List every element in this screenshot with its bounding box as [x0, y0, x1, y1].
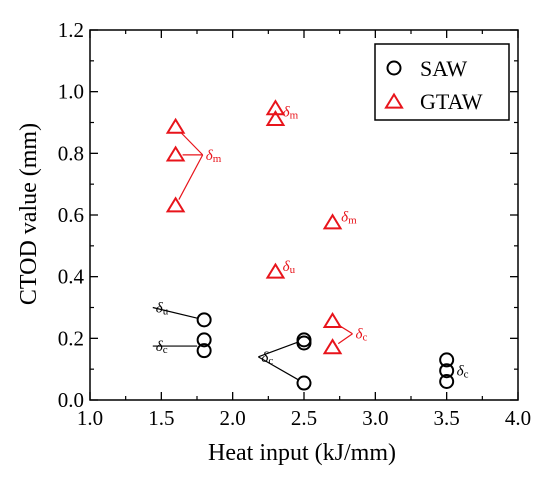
annotations: δm δm δm δu δc δu δc δc δc — [152, 105, 469, 381]
data-point-saw — [296, 332, 312, 348]
annotation-label: δu — [156, 301, 169, 318]
annotation-leader-line — [152, 306, 198, 319]
annotation-leader-line — [337, 333, 353, 345]
legend-marker-gtaw — [384, 92, 404, 109]
annotation-label: δm — [283, 105, 299, 122]
data-point-saw — [439, 352, 455, 368]
axes: 1.0 1.5 2.0 2.5 3.0 3.5 4.0 0.0 0.2 0.4 0.6 0.8 1.0 1… — [58, 18, 531, 430]
x-tick-label: 3.0 — [362, 406, 388, 430]
x-tick-label: 4.0 — [505, 406, 531, 430]
data-point-gtaw — [165, 196, 186, 213]
annotation-leader-line — [178, 154, 204, 200]
annotation-label: δm — [341, 210, 357, 227]
annotation-leader-line — [180, 131, 204, 156]
annotation-label: δu — [283, 259, 296, 276]
data-point-gtaw — [265, 262, 286, 279]
legend-label: SAW — [420, 56, 467, 81]
x-tick-label: 1.5 — [148, 406, 174, 430]
y-tick-label: 1.0 — [58, 80, 84, 104]
data-marks — [165, 99, 455, 391]
y-tick-label: 0.8 — [58, 141, 84, 165]
data-point-gtaw — [322, 311, 343, 328]
data-point-gtaw — [265, 109, 286, 127]
data-point-saw — [296, 375, 312, 391]
y-axis-title: CTOD value (mm) — [16, 123, 42, 305]
y-tick-label: 0.6 — [58, 203, 84, 227]
annotation-leader-line — [258, 341, 298, 358]
legend-marker-saw — [386, 60, 402, 76]
data-point-saw — [196, 312, 212, 328]
data-point-gtaw — [265, 99, 286, 116]
x-tick-label: 2.5 — [291, 406, 317, 430]
data-point-gtaw — [322, 213, 343, 230]
y-tick-label: 0.0 — [58, 388, 84, 412]
x-axis-title: Heat input (kJ/mm) — [208, 440, 396, 466]
x-tick-label: 1.0 — [77, 406, 103, 430]
y-tick-label: 1.2 — [58, 18, 84, 42]
data-point-gtaw — [165, 117, 186, 134]
data-point-saw — [439, 374, 455, 389]
data-point-saw — [196, 332, 212, 348]
annotation-label: δc — [457, 364, 469, 381]
data-point-saw — [439, 363, 455, 379]
annotation-label: δc — [156, 339, 168, 356]
legend-label: GTAW — [420, 89, 483, 114]
x-tick-label: 3.5 — [434, 406, 460, 430]
data-point-saw — [296, 335, 312, 351]
annotation-label: δc — [356, 327, 368, 344]
annotation-label: δc — [261, 350, 273, 367]
data-point-gtaw — [322, 338, 343, 355]
y-tick-label: 0.2 — [58, 326, 84, 350]
legend: SAW GTAW — [374, 43, 510, 121]
annotation-label: δm — [206, 148, 222, 165]
data-point-gtaw — [165, 145, 186, 162]
y-tick-label: 0.4 — [58, 265, 85, 289]
data-point-saw — [196, 343, 212, 359]
annotation-leader-line — [258, 356, 299, 381]
x-tick-label: 2.0 — [220, 406, 246, 430]
